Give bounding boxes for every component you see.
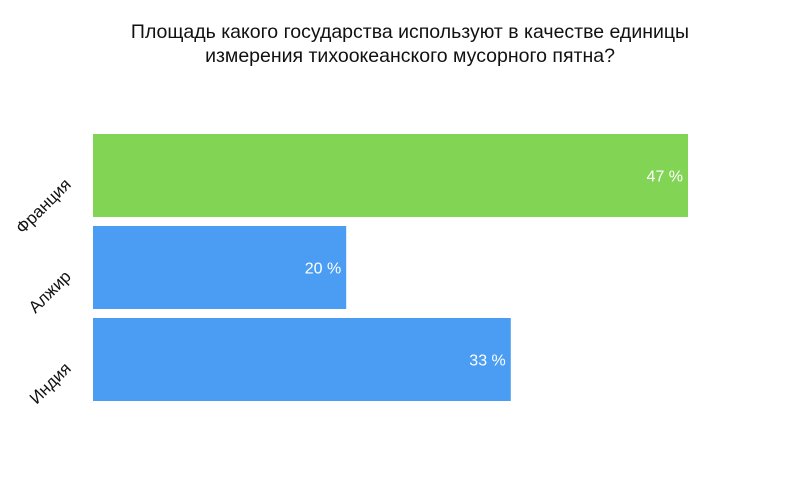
bar-value-label-2: 33 % xyxy=(469,353,505,370)
bar-value-label-0: 47 % xyxy=(647,169,683,186)
bar-1 xyxy=(93,226,347,309)
chart-title-line-1: Площадь какого государства используют в … xyxy=(130,21,690,43)
bar-value-label-1: 20 % xyxy=(305,261,341,278)
chart-title: Площадь какого государства используют в … xyxy=(60,20,760,68)
bar-0 xyxy=(93,134,689,217)
category-label-2: Индия xyxy=(26,359,75,408)
bar-2 xyxy=(93,318,511,401)
chart-title-line-2: измерения тихоокеанского мусорного пятна… xyxy=(205,45,615,67)
category-label-1: Алжир xyxy=(25,267,75,317)
category-label-0: Франция xyxy=(12,175,75,238)
